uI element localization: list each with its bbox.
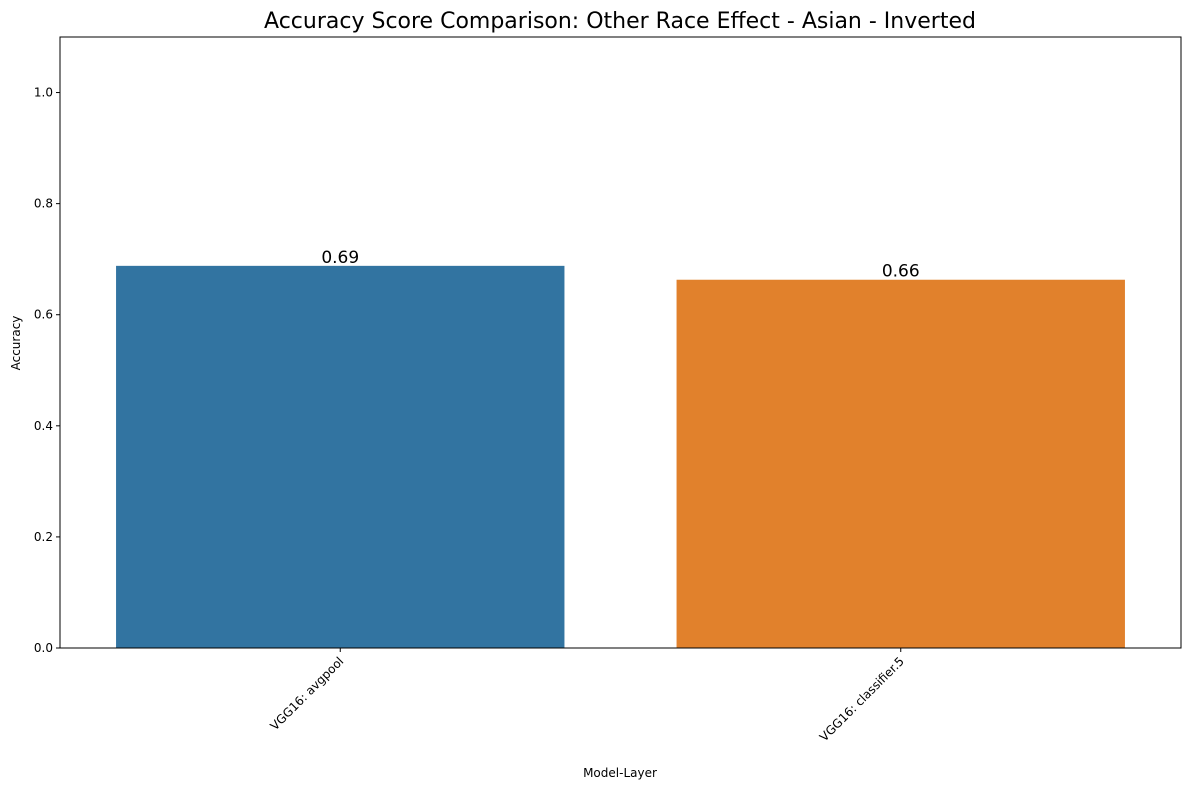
data-label-1: 0.69 — [321, 248, 359, 268]
plot-frame — [59, 36, 1182, 649]
x-axis: VGG16: avgpool VGG16: classifier.5 — [267, 648, 907, 744]
y-tick-label-5: 1.0 — [34, 86, 53, 100]
y-tick-label-1: 0.2 — [34, 530, 53, 544]
y-tick-label-0: 0.0 — [34, 641, 53, 655]
bars — [116, 265, 1125, 648]
y-axis: 0.0 0.2 0.4 0.6 0.8 1.0 — [34, 86, 60, 655]
chart-title: Accuracy Score Comparison: Other Race Ef… — [264, 9, 976, 34]
y-axis-label: Accuracy — [9, 316, 23, 371]
bar-1 — [116, 265, 565, 648]
x-tick-label-1: VGG16: avgpool — [267, 654, 346, 733]
y-tick-label-3: 0.6 — [34, 308, 53, 322]
y-tick-label-4: 0.8 — [34, 197, 53, 211]
x-axis-label: Model-Layer — [583, 766, 657, 780]
bar-2 — [676, 279, 1125, 648]
y-tick-label-2: 0.4 — [34, 419, 53, 433]
data-labels: 0.69 0.66 — [321, 248, 919, 282]
data-label-2: 0.66 — [882, 262, 920, 282]
x-tick-label-2: VGG16: classifier.5 — [817, 654, 907, 744]
